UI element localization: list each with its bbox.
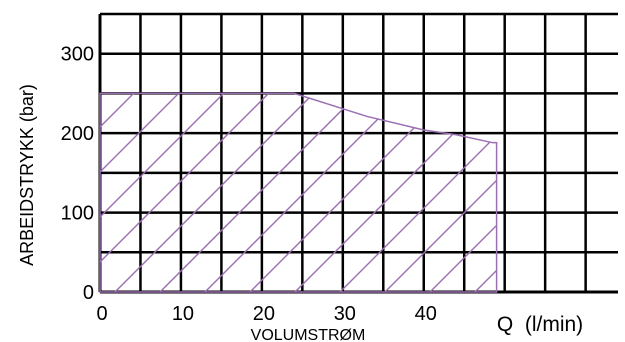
hatch-line [520, 0, 625, 292]
x-tick-labels: 0 10 20 30 40 [96, 303, 436, 325]
y-tick-label: 200 [61, 123, 94, 145]
area-outline [99, 92, 498, 293]
hatch-line [384, 93, 497, 292]
y-tick-label: 0 [83, 282, 94, 304]
hatch-line [249, 93, 497, 292]
area-hatching [100, 0, 625, 292]
hatch-line [429, 93, 497, 292]
x-tick-label: 0 [96, 303, 107, 325]
y-tick-label: 300 [61, 44, 94, 66]
hatch-line [204, 93, 497, 292]
x-tick-label: 30 [334, 303, 356, 325]
x-tick-label: 10 [172, 303, 194, 325]
y-axis-label: ARBEIDSTRYKK (bar) [17, 84, 37, 266]
hatch-line [114, 93, 416, 292]
hatch-line [100, 93, 281, 292]
hatch-line [100, 93, 371, 292]
grid [98, 12, 618, 294]
hatch-line [159, 93, 461, 292]
x-axis-label: VOLUMSTRØM [251, 327, 366, 342]
hatch-line [100, 93, 326, 292]
y-tick-label: 100 [61, 203, 94, 225]
y-tick-labels: 0 100 200 300 [61, 44, 94, 304]
x-tick-label: 40 [415, 303, 437, 325]
hatch-line [294, 93, 497, 292]
hatch-line [565, 0, 625, 292]
x-unit-label: Q (l/min) [497, 313, 583, 336]
hatch-line [610, 0, 625, 292]
hatch-line [474, 93, 497, 292]
x-tick-label: 20 [253, 303, 275, 325]
